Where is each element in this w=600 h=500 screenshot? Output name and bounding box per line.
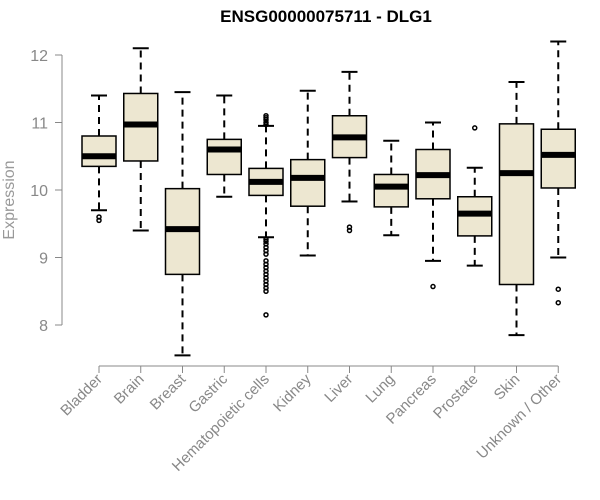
iqr-box	[373, 173, 409, 208]
y-tick-label: 10	[30, 183, 48, 200]
outlier-point	[346, 227, 353, 234]
outlier-point	[263, 121, 269, 128]
y-tick-label: 8	[39, 318, 48, 335]
outlier-point	[263, 119, 269, 126]
outlier-point	[96, 217, 102, 224]
box-pancreas	[415, 121, 451, 290]
y-tick-label: 9	[39, 251, 48, 268]
box-gastric	[206, 94, 242, 198]
box-breast	[164, 91, 201, 357]
outlier-point	[472, 125, 478, 131]
iqr-box	[206, 138, 242, 176]
iqr-box	[290, 158, 326, 207]
y-axis-label: Expression	[1, 160, 18, 239]
y-tick-label: 12	[30, 48, 48, 65]
x-tick-label: Prostate	[430, 371, 482, 423]
iqr-box	[81, 135, 117, 168]
outlier-point	[263, 251, 269, 257]
box-liver	[331, 70, 368, 234]
outlier-point	[555, 286, 561, 292]
outlier-point	[430, 283, 436, 290]
x-tick-label: Kidney	[270, 370, 315, 415]
iqr-box	[540, 128, 576, 189]
chart-title: ENSG00000075711 - DLG1	[220, 7, 432, 26]
boxes-layer	[81, 40, 576, 357]
box-skin	[498, 81, 535, 337]
x-tick-label: Brain	[111, 371, 148, 408]
y-tick-label: 11	[31, 116, 48, 133]
box-brain	[123, 47, 159, 232]
x-tick-label: Skin	[491, 371, 524, 404]
box-hematopoietic-cells	[248, 113, 284, 318]
box-bladder	[81, 94, 117, 224]
outlier-point	[555, 299, 561, 306]
x-tick-label: Bladder	[57, 371, 106, 420]
outlier-point	[263, 288, 269, 294]
box-lung	[373, 139, 409, 237]
box-prostate	[457, 125, 493, 267]
box-unknown-other	[540, 40, 576, 306]
outlier-point	[263, 238, 269, 245]
outlier-point	[263, 312, 269, 318]
x-tick-label: Breast	[147, 370, 190, 413]
iqr-box	[498, 123, 535, 286]
box-kidney	[290, 89, 326, 257]
x-tick-label: Liver	[321, 371, 356, 406]
x-tick-label: Lung	[362, 371, 398, 407]
y-axis: 8 9 10 11 12	[30, 48, 63, 335]
